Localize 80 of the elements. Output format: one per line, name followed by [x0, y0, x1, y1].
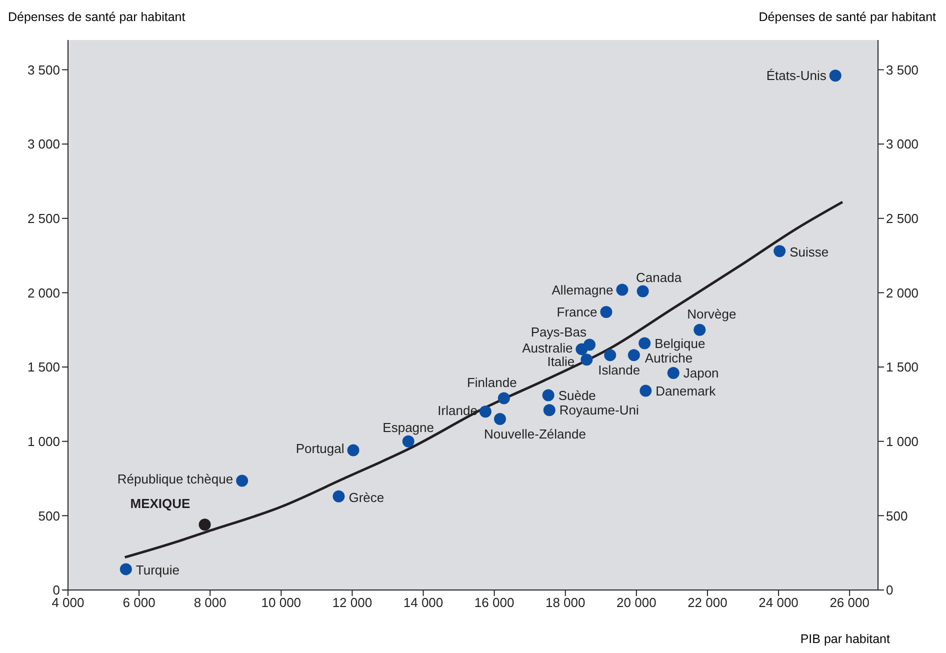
- y-tick-label: 2 500: [27, 210, 60, 226]
- y2-tick-label: 500: [886, 508, 908, 524]
- x-tick-label: 4 000: [52, 595, 84, 610]
- y2-tick-label: 2 000: [886, 285, 919, 300]
- y2-tick-label: 0: [886, 582, 894, 598]
- annotation: République tchèque: [117, 471, 234, 486]
- point: [600, 306, 612, 318]
- y-tick-label: 1 500: [27, 360, 60, 375]
- point: [604, 349, 616, 362]
- annotation: France: [556, 304, 598, 320]
- x-axis-title: PIB par habitant: [800, 632, 890, 646]
- y-tick-label: 0: [52, 582, 60, 598]
- annotation: Portugal: [296, 440, 344, 456]
- annotation: Nouvelle-Zélande: [484, 426, 586, 442]
- point: [580, 354, 593, 366]
- annotation: Islande: [598, 362, 640, 378]
- annotation: Japon: [683, 366, 719, 381]
- point: [576, 343, 588, 356]
- y-tick-label: 3 500: [27, 62, 60, 78]
- y2-tick-label: 3 500: [886, 62, 919, 78]
- point: [628, 349, 640, 362]
- x-tick-label: 8 000: [194, 595, 226, 610]
- annotation: Autriche: [644, 350, 693, 366]
- annotation: Irlande: [438, 403, 478, 418]
- x-tick-label: 18 000: [545, 595, 586, 610]
- point: [332, 490, 345, 502]
- annotation: Allemagne: [552, 282, 614, 298]
- point: [774, 245, 786, 258]
- y2-tick-label: 3 000: [886, 136, 919, 152]
- point: [667, 366, 680, 379]
- point: [479, 406, 492, 418]
- x-tick-label: 24 000: [758, 595, 798, 610]
- annotation: États-Unis: [766, 68, 827, 84]
- point: [694, 324, 706, 336]
- point: [636, 285, 649, 298]
- point: [638, 337, 651, 350]
- point: [543, 404, 556, 416]
- x-tick-label: 12 000: [332, 595, 372, 610]
- point: [402, 435, 414, 448]
- point: [640, 384, 652, 397]
- y-axis-title: Dépenses de santé par habitant: [8, 10, 186, 24]
- x-tick-label: 20 000: [616, 595, 656, 610]
- y-tick-label: 2 000: [27, 285, 60, 300]
- annotation: Suède: [558, 388, 596, 403]
- x-tick-label: 10 000: [261, 595, 302, 610]
- point: [198, 518, 211, 531]
- annotation: Turquie: [136, 562, 180, 578]
- series-label: MEXIQUE: [130, 496, 191, 512]
- annotation: Danemark: [656, 383, 716, 398]
- point: [236, 474, 248, 487]
- point: [347, 444, 360, 456]
- point: [616, 284, 628, 296]
- annotation: Italie: [547, 354, 575, 370]
- point: [494, 413, 506, 426]
- y2-axis-title: Dépenses de santé par habitant: [758, 10, 936, 24]
- y-tick-label: 3 000: [27, 136, 60, 152]
- point: [829, 70, 842, 82]
- y2-tick-label: 1 500: [886, 360, 919, 375]
- annotation: Pays-Bas: [530, 324, 588, 340]
- annotation: Espagne: [382, 420, 434, 435]
- y-tick-label: 1 000: [27, 434, 60, 449]
- x-tick-label: 26 000: [830, 595, 870, 610]
- annotation: Australie: [522, 340, 573, 356]
- annotation: Grèce: [348, 490, 384, 505]
- y2-tick-label: 1 000: [886, 434, 919, 449]
- annotation: Canada: [636, 270, 682, 285]
- point: [120, 563, 132, 576]
- y2-tick-label: 2 500: [886, 210, 919, 226]
- x-tick-label: 16 000: [474, 595, 514, 610]
- annotation: Norvège: [687, 306, 736, 322]
- annotation: Belgique: [654, 336, 706, 351]
- annotation: Royaume-Uni: [559, 402, 639, 418]
- y-tick-label: 500: [38, 508, 60, 524]
- point: [542, 389, 554, 402]
- point: [498, 392, 510, 404]
- annotation: Suisse: [790, 244, 829, 260]
- annotation: Finlande: [466, 374, 517, 390]
- x-tick-label: 22 000: [688, 595, 728, 610]
- x-tick-label: 14 000: [403, 595, 444, 610]
- x-tick-label: 6 000: [122, 595, 156, 610]
